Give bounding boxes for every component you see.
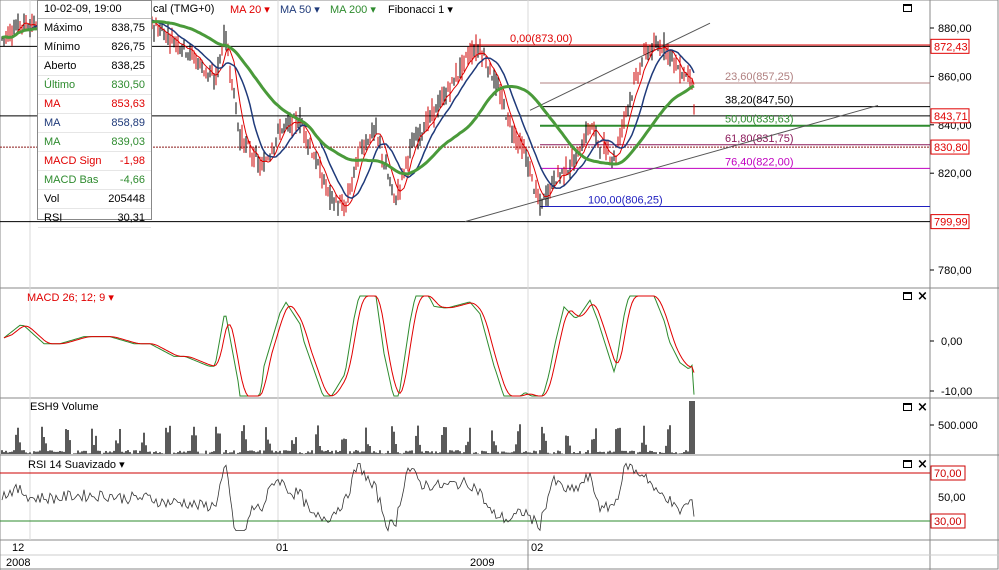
data-window-row: Último 830,50	[38, 76, 151, 95]
price-tick-label: 880,00	[938, 23, 972, 35]
data-window-value: -1,98	[119, 155, 145, 167]
data-window: 10-02-09, 19:00 Máximo 838,75 Mínimo 826,75…	[37, 0, 152, 228]
data-window-value: 826,75	[111, 41, 145, 53]
data-window-key: MA	[44, 117, 61, 129]
rsi-tag-box	[930, 513, 966, 529]
rsi-tag-box	[930, 465, 966, 481]
data-window-row: Aberto 838,25	[38, 57, 151, 76]
rsi-title[interactable]: RSI 14 Suavizado ▾	[28, 459, 125, 471]
indicator-fibonacci[interactable]: Fibonacci 1 ▾	[388, 4, 453, 16]
rsi-tag-30: 30,00	[934, 516, 962, 528]
data-window-value: 853,63	[111, 98, 145, 110]
maximize-icon[interactable]	[903, 4, 912, 12]
time-tick-label: 02	[531, 542, 543, 554]
fib-level-label: 100,00(806,25)	[588, 194, 663, 206]
year-label: 2009	[470, 557, 494, 569]
time-tick-label: 12	[12, 542, 24, 554]
macd-title[interactable]: MACD 26; 12; 9 ▾	[27, 292, 114, 304]
data-window-value: 30,31	[117, 212, 145, 224]
indicator-ma50[interactable]: MA 50 ▾	[280, 4, 320, 16]
data-window-row: MACD Sign -1,98	[38, 152, 151, 171]
rsi-line	[1, 462, 695, 532]
volume-title: ESH9 Volume	[30, 401, 99, 413]
fib-level-label: 23,60(857,25)	[725, 71, 794, 83]
time-tick-label: 01	[276, 542, 288, 554]
data-window-row: RSI 30,31	[38, 209, 151, 228]
data-window-key: Último	[44, 79, 76, 91]
data-window-row: MACD Bas -4,66	[38, 171, 151, 190]
price-tick-label: 820,00	[938, 168, 972, 180]
data-window-key: RSI	[44, 212, 63, 224]
data-window-value: 838,25	[111, 60, 145, 72]
price-tick-label: 780,00	[938, 265, 972, 277]
close-icon[interactable]: ×	[917, 289, 928, 304]
data-window-key: MACD Bas	[44, 174, 99, 186]
data-window-key: MA	[44, 136, 61, 148]
maximize-icon[interactable]	[903, 292, 912, 300]
price-tag-label: 830,80	[934, 142, 968, 154]
fib-level-label: 50,00(839,63)	[725, 114, 794, 126]
data-window-key: MACD Sign	[44, 155, 102, 167]
fib-level-label: 38,20(847,50)	[725, 95, 794, 107]
data-window-value: 830,50	[111, 79, 145, 91]
data-window-row: MA 839,03	[38, 133, 151, 152]
fib-level-label: 0,00(873,00)	[510, 33, 572, 45]
macd-tick-label: 0,00	[941, 336, 962, 348]
trendline-upper	[529, 22, 711, 111]
fib-level-label: 76,40(822,00)	[725, 156, 794, 168]
data-window-row: Vol 205448	[38, 190, 151, 209]
close-icon[interactable]: ×	[917, 457, 928, 472]
data-window-datetime: 10-02-09, 19:00	[38, 1, 151, 19]
price-tag-box	[930, 139, 970, 155]
trendline-lower	[464, 104, 879, 223]
macd-tick-label: -10,00	[941, 386, 972, 398]
price-tag-box	[930, 214, 970, 230]
macd-signal-line	[3, 295, 695, 397]
data-window-key: Mínimo	[44, 41, 81, 53]
rsi-tick-label: 50,00	[938, 492, 966, 504]
data-window-key: MA	[44, 98, 61, 110]
indicator-ma200[interactable]: MA 200 ▾	[330, 4, 376, 16]
volume-tick-label: 500.000	[938, 420, 978, 432]
price-tag-label: 872,43	[934, 41, 968, 53]
data-window-value: 858,89	[111, 117, 145, 129]
data-window-row: Máximo 838,75	[38, 19, 151, 38]
price-tag-box	[930, 38, 970, 54]
data-window-value: -4,66	[119, 174, 145, 186]
data-window-key: Máximo	[44, 22, 83, 34]
year-label: 2008	[6, 557, 30, 569]
price-tag-label: 843,71	[934, 111, 968, 123]
data-window-value: 839,03	[111, 136, 145, 148]
symbol-title: cal (TMG+0)	[153, 3, 215, 15]
data-window-value: 205448	[108, 193, 145, 205]
data-window-key: Aberto	[44, 60, 77, 72]
indicator-ma20[interactable]: MA 20 ▾	[230, 4, 270, 16]
data-window-key: Vol	[44, 193, 60, 205]
price-tag-box	[930, 108, 970, 124]
data-window-row: Mínimo 826,75	[38, 38, 151, 57]
macd-base-line	[3, 295, 695, 397]
maximize-icon[interactable]	[903, 403, 912, 411]
price-tag-label: 799,99	[934, 217, 968, 229]
maximize-icon[interactable]	[903, 460, 912, 468]
price-tick-label: 860,00	[938, 71, 972, 83]
data-window-row: MA 853,63	[38, 95, 151, 114]
data-window-value: 838,75	[111, 22, 145, 34]
data-window-row: MA 858,89	[38, 114, 151, 133]
rsi-tag-70: 70,00	[934, 468, 962, 480]
close-icon[interactable]: ×	[917, 400, 928, 415]
